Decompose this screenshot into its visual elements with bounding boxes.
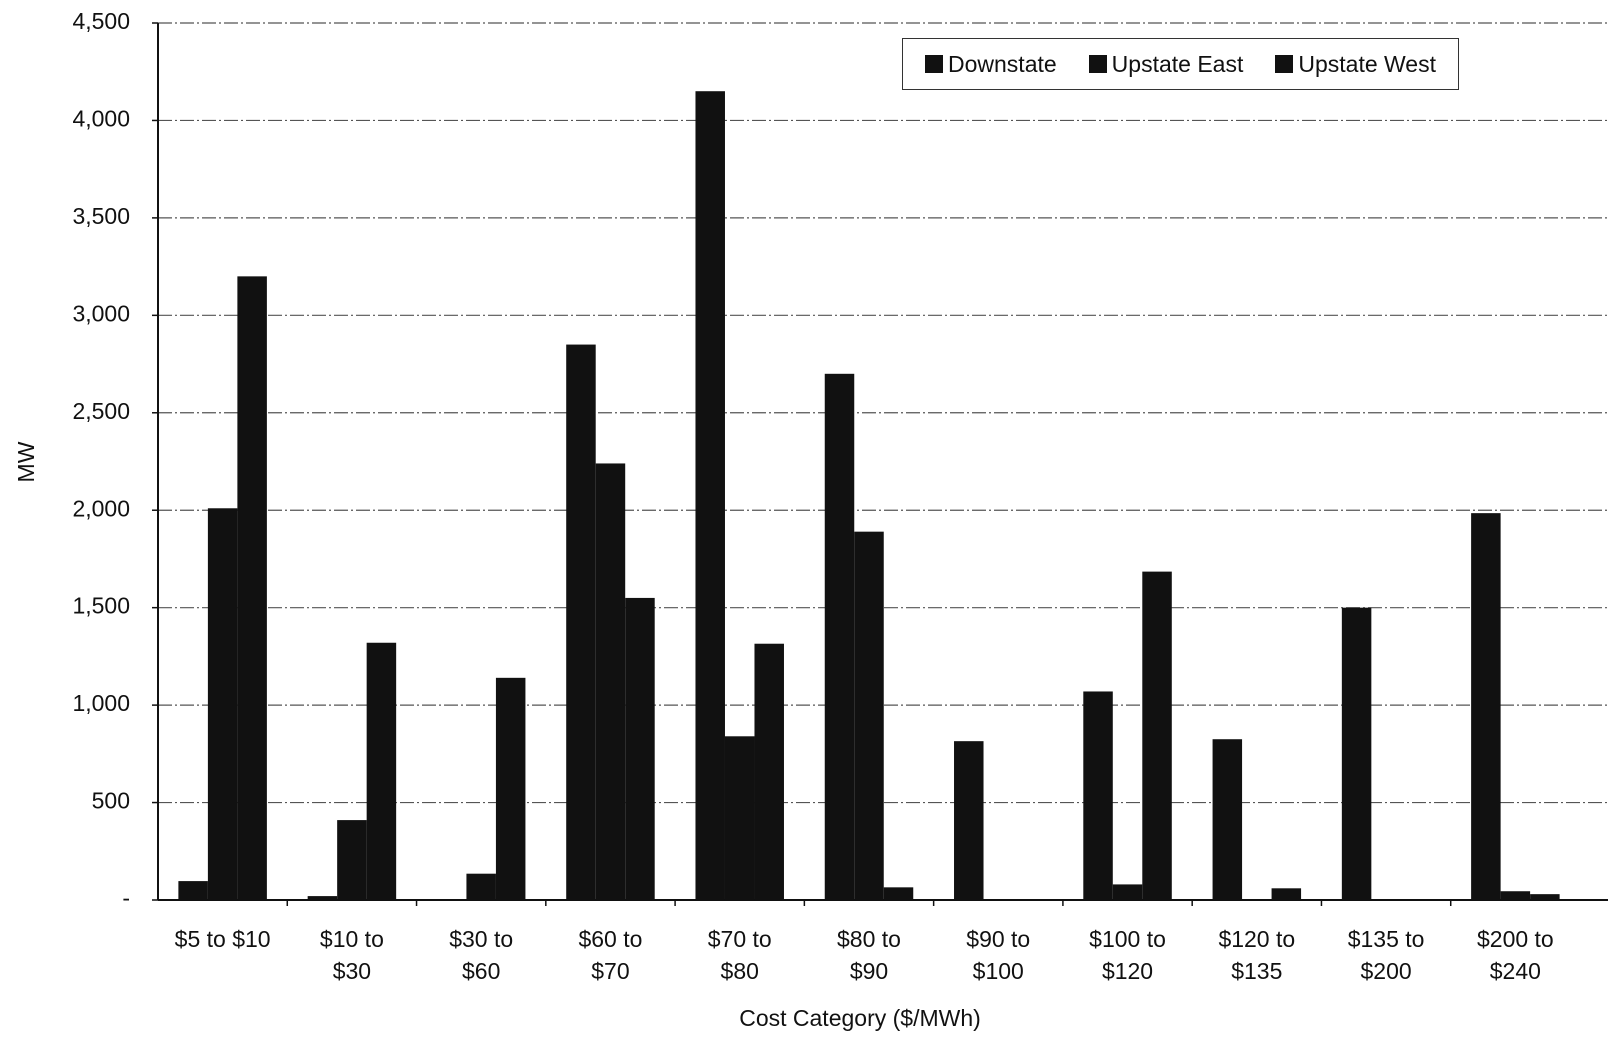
y-tick-label: - xyxy=(122,885,130,911)
y-tick-label: 2,000 xyxy=(72,495,130,521)
bar xyxy=(724,736,755,900)
bar xyxy=(1212,739,1243,900)
bar xyxy=(207,508,238,900)
bar xyxy=(1112,884,1143,900)
bar xyxy=(1500,891,1531,900)
y-tick-label: 3,500 xyxy=(72,203,130,229)
x-tick-label: $80 to $90 xyxy=(837,926,901,984)
bar xyxy=(366,642,397,900)
y-tick-label: 500 xyxy=(92,788,130,814)
x-tick-label: $70 to $80 xyxy=(707,926,772,984)
bar xyxy=(1083,691,1113,900)
legend-swatch xyxy=(1088,55,1107,73)
bar xyxy=(1471,513,1501,900)
legend-item: Downstate xyxy=(925,51,1057,78)
bar xyxy=(466,873,496,900)
x-tick-label: $60 to $70 xyxy=(578,926,643,984)
y-axis-label: MW xyxy=(13,441,39,482)
bar xyxy=(595,463,626,900)
legend: Downstate Upstate East Upstate West xyxy=(902,38,1459,90)
x-tick-label: $5 to $10 xyxy=(174,926,271,952)
legend-label: Upstate West xyxy=(1298,50,1436,77)
y-tick-label: 3,000 xyxy=(72,300,130,326)
bar xyxy=(754,643,784,900)
bar xyxy=(307,896,338,900)
legend-swatch xyxy=(1275,55,1294,73)
bar xyxy=(625,597,655,900)
x-axis-label: Cost Category ($/MWh) xyxy=(739,1005,981,1031)
x-tick-label: $30 to $60 xyxy=(449,926,514,984)
x-tick-label: $90 to $100 xyxy=(966,926,1031,984)
bar xyxy=(695,91,725,900)
y-tick-label: 1,000 xyxy=(72,690,130,716)
legend-item: Upstate East xyxy=(1088,50,1244,78)
bar xyxy=(1142,571,1172,900)
bar xyxy=(854,531,884,900)
x-tick-label: $200 to $240 xyxy=(1476,926,1554,984)
bar xyxy=(824,373,855,900)
bar xyxy=(883,887,914,900)
bar xyxy=(954,741,984,900)
x-tick-label: $120 to $135 xyxy=(1218,926,1296,984)
legend-item: Upstate West xyxy=(1275,51,1436,78)
y-tick-label: 2,500 xyxy=(72,398,130,424)
bar xyxy=(1530,894,1560,900)
bar xyxy=(237,276,267,900)
legend-swatch xyxy=(925,55,943,73)
legend-label: Downstate xyxy=(948,50,1057,77)
x-tick-label: $135 to $200 xyxy=(1347,926,1425,984)
x-tick-label: $10 to $30 xyxy=(319,926,384,984)
y-tick-label: 4,000 xyxy=(72,106,130,132)
bar xyxy=(495,677,526,900)
y-tick-label: 4,500 xyxy=(72,8,130,34)
legend-label: Upstate East xyxy=(1111,50,1244,77)
bar xyxy=(1271,888,1302,900)
y-tick-label: 1,500 xyxy=(72,593,130,619)
bar xyxy=(337,820,367,900)
bar xyxy=(1341,607,1372,900)
bar xyxy=(566,344,596,901)
bar xyxy=(178,881,208,900)
x-tick-label: $100 to $120 xyxy=(1089,926,1166,984)
